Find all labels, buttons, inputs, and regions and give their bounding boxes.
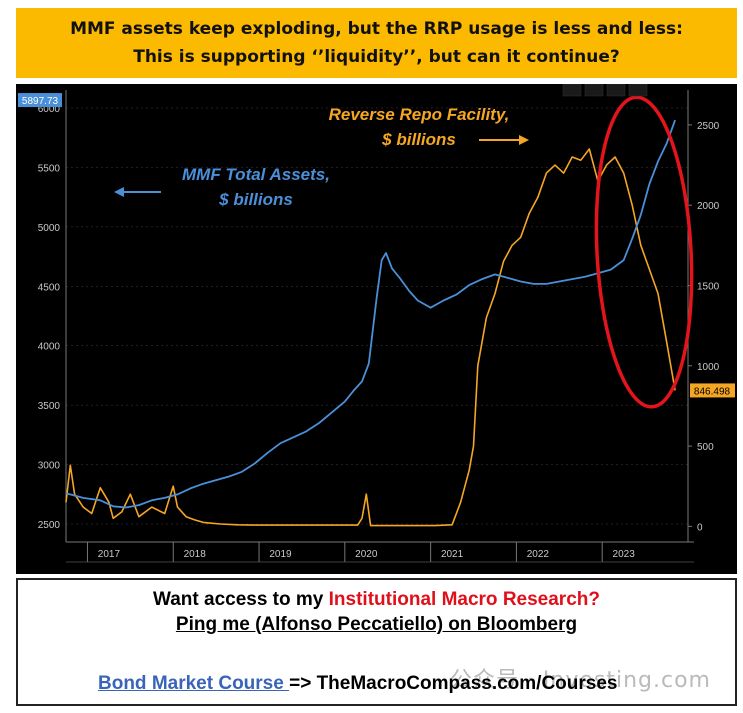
rrp-last-value-tag	[690, 383, 735, 398]
y-right-tick-label: 1000	[697, 362, 720, 373]
x-tick-label: 2022	[527, 549, 550, 560]
axes: 2500 3000 3500 4000 4500 5000 5500 6000 0 500 1000…	[38, 90, 720, 563]
chart-toolbar[interactable]	[562, 83, 648, 97]
series-layer	[65, 119, 676, 527]
footer-line-3: Bond Market Course => TheMacroCompass.co…	[98, 673, 617, 695]
y-right-tick-label: 2000	[697, 201, 720, 212]
bond-market-course-link[interactable]: Bond Market Course	[98, 673, 290, 694]
toolbar-button	[584, 83, 604, 97]
y-left-tick-label: 3000	[38, 461, 61, 472]
x-tick-label: 2017	[98, 549, 121, 560]
x-tick-label: 2019	[269, 549, 292, 560]
x-tick-label: 2020	[355, 549, 378, 560]
y-left-tick-label: 4500	[38, 282, 61, 293]
mmf-annotation-line-2: $ billions	[218, 190, 293, 209]
y-right-tick-label: 2500	[697, 121, 720, 132]
y-left-tick-label: 5500	[38, 163, 61, 174]
research-highlight: Institutional Macro Research?	[328, 589, 600, 610]
watermark: 公众号 · Investing.com	[449, 668, 711, 693]
rrp-annotation-line-2: $ billions	[381, 130, 456, 149]
title-banner: MMF assets keep exploding, but the RRP u…	[16, 8, 737, 78]
y-left-tick-label: 2500	[38, 520, 61, 531]
rrp-arrow-head	[519, 135, 529, 145]
toolbar-button	[606, 83, 626, 97]
toolbar-button	[562, 83, 582, 97]
dual-axis-line-chart: 2500 3000 3500 4000 4500 5000 5500 6000 0 500 1000…	[18, 83, 735, 563]
y-right-tick-label: 1500	[697, 281, 720, 292]
y-left-tick-label: 6000	[38, 104, 61, 115]
mmf-last-value-tag	[18, 93, 62, 108]
rrp-series-line	[65, 148, 676, 527]
labels-layer: 5897.73 846.498 MMF Total Assets, $ billion…	[18, 83, 735, 409]
footer-box: Want access to my Institutional Macro Re…	[16, 578, 737, 706]
footer-line-1: Want access to my Institutional Macro Re…	[18, 589, 735, 611]
bloomberg-ping-line: Ping me (Alfonso Peccatiello) on Bloombe…	[175, 614, 578, 635]
footer-line-1-prefix: Want access to my	[153, 589, 329, 610]
y-left-tick-label: 4000	[38, 342, 61, 353]
toolbar-button	[628, 83, 648, 97]
x-tick-label: 2023	[613, 549, 636, 560]
courses-url: => TheMacroCompass.com/Courses	[289, 673, 618, 694]
x-tick-label: 2021	[441, 549, 464, 560]
chart-panel: 2500 3000 3500 4000 4500 5000 5500 6000 0 500 1000…	[16, 83, 737, 574]
rrp-annotation-line-1: Reverse Repo Facility,	[329, 105, 510, 124]
mmf-annotation-line-1: MMF Total Assets,	[182, 165, 330, 184]
y-left-tick-label: 5000	[38, 223, 61, 234]
rrp-last-value-label: 846.498	[694, 386, 731, 397]
x-tick-label: 2018	[184, 549, 207, 560]
y-right-tick-label: 500	[697, 442, 714, 453]
mmf-last-value-label: 5897.73	[22, 96, 59, 107]
mmf-series-line	[65, 119, 676, 509]
mmf-arrow-head	[114, 187, 124, 197]
y-right-tick-label: 0	[697, 522, 703, 533]
grid-lines	[66, 107, 688, 525]
highlight-ellipse	[594, 95, 694, 409]
y-left-tick-label: 3500	[38, 401, 61, 412]
title-line-1: MMF assets keep exploding, but the RRP u…	[70, 19, 683, 39]
title-line-2: This is supporting ‘’liquidity’’, but ca…	[133, 47, 620, 67]
